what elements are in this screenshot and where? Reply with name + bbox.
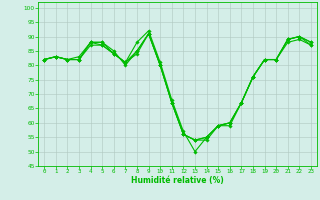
X-axis label: Humidité relative (%): Humidité relative (%) [131, 176, 224, 185]
